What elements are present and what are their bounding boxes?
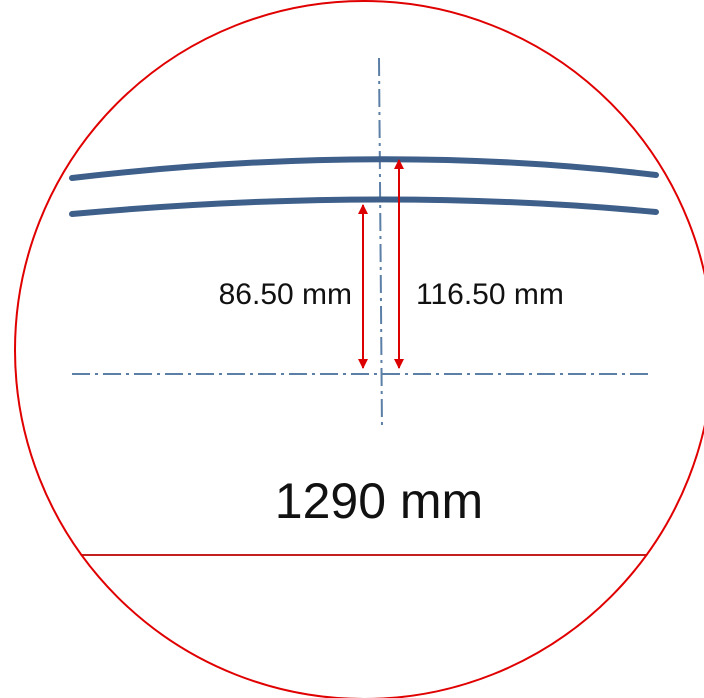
diameter-label: 1290 mm [275, 473, 483, 529]
vertical-centerline [378, 57, 383, 431]
section-circle-outline [14, 0, 704, 698]
outer-rail-arc [69, 156, 659, 181]
outer-offset-label: 116.50 mm [416, 278, 564, 311]
inner-rail-arc [69, 196, 659, 217]
inner-offset-label: 86.50 mm [219, 278, 352, 311]
